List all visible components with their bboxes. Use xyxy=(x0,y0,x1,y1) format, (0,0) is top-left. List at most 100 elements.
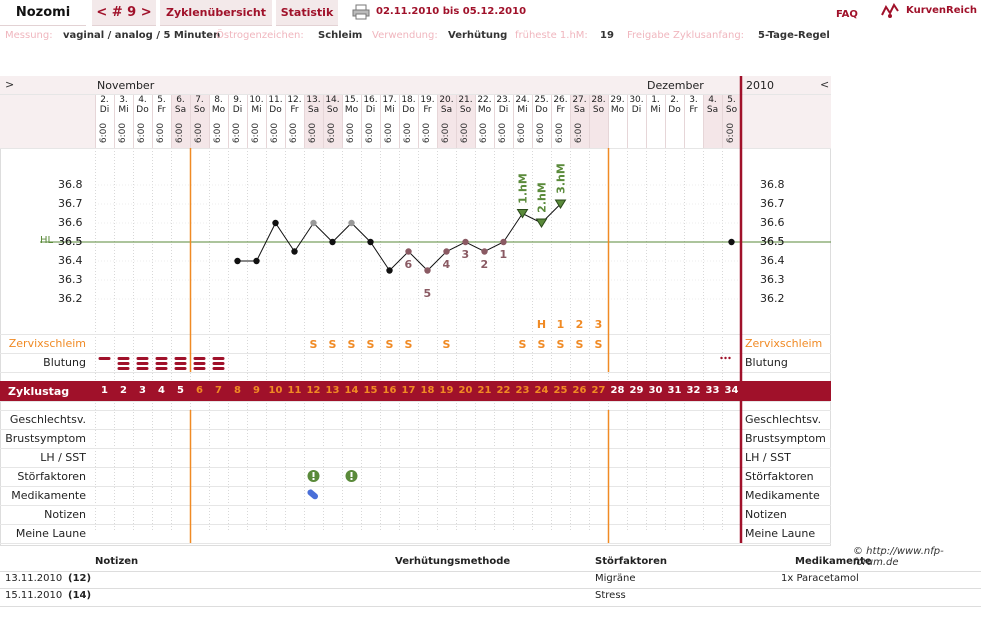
y-tick-label-right: 36.3 xyxy=(760,273,785,286)
day-date: 6. xyxy=(176,95,185,105)
tab-statistik[interactable]: Statistik xyxy=(276,0,338,26)
cycle-day-cell xyxy=(229,383,246,399)
year-label: 2010 xyxy=(746,79,774,92)
print-icon[interactable] xyxy=(352,4,370,20)
tab-zyklenuebersicht[interactable]: Zyklenübersicht xyxy=(160,0,272,26)
day-date: 11. xyxy=(268,95,283,105)
zervix-symbol: S xyxy=(328,338,337,351)
chart-svg xyxy=(0,76,831,546)
day-weekday: Sa xyxy=(440,105,453,115)
cycle-day-cell xyxy=(267,383,284,399)
day-date: 1. xyxy=(651,95,660,105)
tab-zyklenuebersicht-label[interactable]: Zyklenübersicht xyxy=(165,6,267,19)
weekend-shade xyxy=(703,94,722,148)
day-weekday: Fr xyxy=(423,105,432,115)
day-date: 26. xyxy=(553,95,568,105)
cycle-day-number: 17 xyxy=(401,385,416,396)
header-left-bg xyxy=(0,94,95,148)
temperature-point-high xyxy=(535,218,548,228)
cycle-day-number: 26 xyxy=(572,385,587,396)
table-row-stoer: Stress xyxy=(595,590,626,601)
bleeding-mark xyxy=(212,357,225,360)
day-date: 25. xyxy=(534,95,549,105)
temperature-point-high xyxy=(516,209,529,219)
month-label-right: Dezember xyxy=(647,79,704,92)
cycle-day-cell xyxy=(552,383,569,399)
verwendung-label: Verwendung: xyxy=(372,30,438,41)
cycle-day-cell xyxy=(476,383,493,399)
cycle-day-number: 29 xyxy=(629,385,644,396)
cycle-day-cell xyxy=(457,383,474,399)
y-tick-label-left: 36.2 xyxy=(58,292,83,305)
faq-link[interactable]: FAQ xyxy=(836,9,858,20)
zervix-symbol: S xyxy=(594,338,603,351)
spotting-dot xyxy=(720,356,723,360)
day-time: 6:00 xyxy=(460,122,470,144)
verwendung-value: Verhütung xyxy=(448,30,508,41)
day-time: 6:00 xyxy=(555,122,565,144)
day-time: 6:00 xyxy=(384,122,394,144)
cycle-day-cell xyxy=(343,383,360,399)
oestrogen-value: Schleim xyxy=(318,30,363,41)
cycle-day-number: 6 xyxy=(196,385,203,396)
brand-name[interactable]: KurvenReich xyxy=(906,5,978,16)
cycle-nav[interactable]: < # 9 > xyxy=(96,5,152,20)
temperature-point-low xyxy=(481,248,488,255)
day-date: 4. xyxy=(138,95,147,105)
day-time: 6:00 xyxy=(574,122,584,144)
cycle-day-number: 28 xyxy=(610,385,625,396)
day-date: 14. xyxy=(325,95,340,105)
messung-value: vaginal / analog / 5 Minuten xyxy=(63,30,221,41)
y-tick-label-left: 36.5 xyxy=(58,235,83,248)
zervix-symbol: S xyxy=(404,338,413,351)
day-time: 6:00 xyxy=(175,122,185,144)
zervix-peak-mark: 1 xyxy=(556,318,565,331)
cycle-day-cell xyxy=(191,383,208,399)
y-tick-label-left: 36.8 xyxy=(58,178,83,191)
bleeding-mark xyxy=(193,362,206,365)
high-temp-label: 1.hM xyxy=(516,172,529,204)
user-name: Nozomi xyxy=(15,5,71,20)
day-time: 6:00 xyxy=(441,122,451,144)
day-weekday: Fr xyxy=(689,105,698,115)
temperature-point xyxy=(234,257,241,265)
frueheste-label: früheste 1.hM: xyxy=(515,30,588,41)
cycle-day-cell xyxy=(609,383,626,399)
row-label-blutung: Blutung xyxy=(43,356,86,369)
month-label-left: November xyxy=(97,79,155,92)
freigabe-value: 5-Tage-Regel xyxy=(758,30,830,41)
bleeding-mark xyxy=(136,357,149,360)
messung-label: Messung: xyxy=(5,30,53,41)
zervix-peak-mark: 3 xyxy=(594,318,603,331)
cycle-day-cell xyxy=(628,383,645,399)
cycle-nav-tab[interactable]: < # 9 > xyxy=(92,0,156,26)
row-label-right-blutung: Blutung xyxy=(745,356,788,369)
cycle-day-cell xyxy=(324,383,341,399)
day-date: 19. xyxy=(420,95,435,105)
y-tick-label-left: 36.3 xyxy=(58,273,83,286)
zervix-symbol: S xyxy=(556,338,565,351)
bleeding-mark xyxy=(212,367,225,370)
weekend-shade xyxy=(190,94,209,148)
cycle-day-cell xyxy=(172,383,189,399)
bleeding-mark xyxy=(174,367,187,370)
table-row-date: 13.11.2010 xyxy=(5,573,63,584)
row-label-brust: Brustsymptom xyxy=(5,432,86,445)
temperature-point-low xyxy=(443,248,450,255)
notes-divider-1 xyxy=(0,571,981,572)
hl-label: HL xyxy=(40,235,54,246)
pill-icon xyxy=(307,489,319,500)
day-weekday: Do xyxy=(402,105,415,115)
cycle-day-number: 4 xyxy=(158,385,165,396)
tab-statistik-label[interactable]: Statistik xyxy=(280,6,334,19)
day-time: 6:00 xyxy=(137,122,147,144)
day-weekday: Mo xyxy=(477,105,492,115)
day-weekday: So xyxy=(459,105,472,115)
cycle-day-number: 19 xyxy=(439,385,454,396)
bleeding-mark xyxy=(193,357,206,360)
day-weekday: Mi xyxy=(517,105,528,115)
cycle-day-cell xyxy=(590,383,607,399)
row-label-zervix: Zervixschleim xyxy=(8,337,86,350)
disturbance-icon-mark xyxy=(350,472,353,477)
cycle-day-number: 3 xyxy=(139,385,146,396)
